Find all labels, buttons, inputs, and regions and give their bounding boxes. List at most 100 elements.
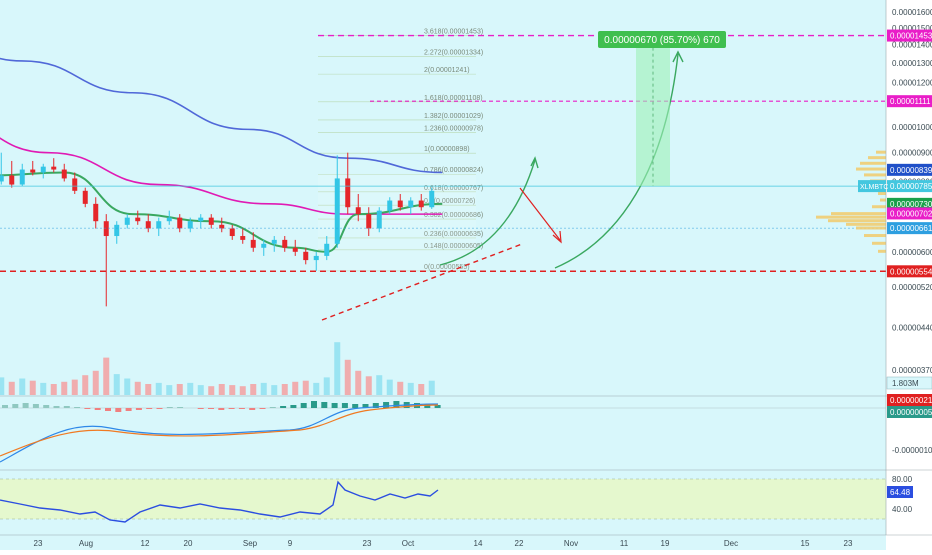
target-box-label (598, 31, 726, 48)
rsi-pane (0, 469, 932, 523)
time-tick: 23 (844, 539, 853, 548)
rsi-label (887, 486, 913, 498)
price-label-text: 0.00000661 (890, 224, 932, 233)
macd-histogram-bar (269, 407, 276, 408)
rsi-tick: 40.00 (892, 505, 913, 514)
macd-histogram-bar (228, 408, 235, 409)
volume-bar (428, 380, 435, 395)
fib-label: 1(0.00000898) (424, 146, 470, 153)
ma-green-line (0, 171, 443, 253)
volume-bar (344, 359, 351, 395)
candle-body (177, 217, 183, 229)
candle-body (0, 175, 4, 182)
price-tick: 0.00000520 (892, 283, 932, 292)
macd-histogram-bar (218, 408, 225, 410)
volume-profile-bar (860, 161, 886, 165)
volume-profile-bar (878, 249, 886, 253)
macd-histogram-bar (249, 408, 256, 410)
macd-histogram-bar (238, 408, 245, 409)
macd-tick: -0.00000100 (892, 446, 932, 455)
candle-body (124, 217, 130, 225)
volume-bar (313, 382, 320, 395)
volume-profile-bar (880, 198, 886, 202)
volume-label-text: 1.803M (892, 379, 919, 388)
macd-histogram-bar (341, 403, 348, 408)
candle-body (334, 178, 340, 244)
volume-bar (113, 374, 120, 395)
rsi-tick: 80.00 (892, 475, 913, 484)
candle-body (72, 178, 78, 191)
candle-body (240, 236, 246, 240)
macd-histogram-bar (63, 406, 70, 408)
volume-bar (355, 370, 362, 395)
candle-body (135, 217, 141, 222)
time-tick: 14 (474, 539, 483, 548)
volume-bar (166, 385, 173, 395)
price-tick: 0.00000600 (892, 248, 932, 257)
volume-bar (197, 385, 204, 395)
time-axis: 23 Aug 12 20 Sep 9 23 Oct 14 22 Nov 11 19 Dec 15 23 (0, 534, 932, 548)
macd-histogram-bar (12, 404, 19, 408)
volume-bar (50, 384, 57, 395)
time-tick: 12 (141, 539, 150, 548)
macd-histogram-bar (208, 408, 214, 409)
volume-bar (82, 375, 89, 395)
moving-averages (0, 57, 443, 253)
volume-bar (208, 386, 215, 395)
macd-histogram-bar (290, 405, 297, 408)
fib-label: 2.272(0.00001334) (424, 49, 483, 56)
price-label-text: 0.00000730 (890, 200, 932, 209)
candle-body (30, 169, 36, 173)
volume-profile-bar (868, 156, 886, 160)
price-tick: 0.00000900 (892, 149, 932, 158)
time-tick: Nov (564, 539, 578, 548)
arrow-head (530, 156, 539, 169)
volume-profile-bar (846, 222, 886, 226)
volume-profile-bar (856, 167, 886, 171)
price-tick: 0.00001300 (892, 59, 932, 68)
volume-bar (155, 382, 162, 395)
volume-bar (187, 382, 194, 395)
macd-histogram-bar (22, 403, 29, 408)
price-label-text: 0.00000702 (890, 209, 932, 218)
fib-label: 0.148(0.00000605) (424, 243, 483, 250)
macd-histogram-bar (352, 404, 359, 408)
macd-histogram-bar (105, 408, 111, 411)
candle-body (387, 200, 393, 211)
fib-label: 1.382(0.00001029) (424, 113, 483, 120)
macd-label (887, 406, 932, 418)
candle-body (366, 214, 372, 229)
target-box-text: 0.00000670 (85.70%) 670 (604, 35, 720, 46)
price-label (887, 163, 932, 176)
volume-bar (92, 370, 99, 395)
volume-bar (323, 377, 330, 395)
candle-body (156, 221, 162, 229)
fib-label: 0.382(0.00000686) (424, 212, 483, 219)
candles (0, 152, 435, 307)
volume-bar (134, 381, 141, 395)
volume-bar (281, 384, 288, 395)
macd-histogram-bar (197, 408, 204, 409)
volume-bar (218, 384, 225, 395)
macd-histogram-bar (125, 408, 132, 411)
candle-body (93, 203, 99, 222)
candle-body (303, 251, 309, 261)
candle-body (229, 228, 235, 237)
macd-line (0, 403, 439, 463)
candle-body (219, 224, 225, 229)
price-label (887, 29, 932, 42)
volume-bar (176, 384, 183, 395)
ma-blue-line (0, 57, 443, 174)
signal-line (0, 404, 439, 457)
macd-histogram-bar (115, 408, 122, 412)
volume-bar (365, 376, 372, 395)
fib-label: 0.236(0.00000635) (424, 231, 483, 238)
price-label (887, 265, 932, 278)
macd-histogram-bar (424, 404, 431, 408)
plot-background (0, 0, 886, 550)
macd-histogram-bar (177, 407, 184, 408)
volume-bar (418, 384, 425, 395)
volume-bar (145, 384, 152, 395)
volume-bar (124, 378, 131, 395)
